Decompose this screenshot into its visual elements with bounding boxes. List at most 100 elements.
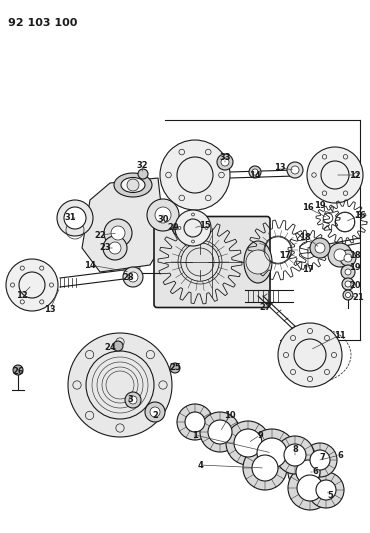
Circle shape xyxy=(205,227,208,229)
Circle shape xyxy=(184,219,202,237)
Circle shape xyxy=(234,429,262,457)
Circle shape xyxy=(321,161,349,189)
Circle shape xyxy=(249,166,261,178)
Text: 24: 24 xyxy=(104,343,116,352)
Text: 17: 17 xyxy=(302,265,314,274)
Circle shape xyxy=(310,238,330,258)
Circle shape xyxy=(113,341,123,351)
Circle shape xyxy=(179,149,185,155)
Circle shape xyxy=(221,158,229,166)
Circle shape xyxy=(175,210,211,246)
Circle shape xyxy=(276,436,314,474)
Circle shape xyxy=(208,420,232,444)
Circle shape xyxy=(50,283,54,287)
Circle shape xyxy=(291,166,299,174)
Circle shape xyxy=(116,338,124,346)
Text: 19: 19 xyxy=(314,200,326,209)
Circle shape xyxy=(288,466,332,510)
Circle shape xyxy=(127,179,139,191)
Circle shape xyxy=(146,411,155,419)
Circle shape xyxy=(160,140,230,210)
Circle shape xyxy=(354,173,358,177)
Circle shape xyxy=(178,227,181,229)
Circle shape xyxy=(20,266,24,270)
Circle shape xyxy=(332,352,337,358)
Text: 21: 21 xyxy=(352,294,364,303)
Text: 23: 23 xyxy=(99,244,111,253)
Circle shape xyxy=(252,169,258,175)
Text: 3: 3 xyxy=(127,395,133,405)
Circle shape xyxy=(19,272,45,298)
Text: 2: 2 xyxy=(152,410,158,419)
Text: 11: 11 xyxy=(334,330,346,340)
Circle shape xyxy=(257,438,287,468)
Circle shape xyxy=(340,250,356,266)
Text: 8: 8 xyxy=(292,446,298,455)
Text: 92 103 100: 92 103 100 xyxy=(8,18,77,28)
Circle shape xyxy=(290,335,296,341)
Circle shape xyxy=(294,339,326,371)
Circle shape xyxy=(85,350,94,359)
Circle shape xyxy=(20,300,24,304)
Ellipse shape xyxy=(114,173,152,197)
Circle shape xyxy=(166,172,171,178)
Text: 17: 17 xyxy=(279,251,291,260)
Circle shape xyxy=(125,392,141,408)
Circle shape xyxy=(312,173,316,177)
Circle shape xyxy=(287,162,303,178)
Circle shape xyxy=(64,207,86,229)
Text: 13: 13 xyxy=(274,164,286,173)
Circle shape xyxy=(147,199,179,231)
Text: 16: 16 xyxy=(354,211,366,220)
Circle shape xyxy=(297,475,323,501)
Text: 10: 10 xyxy=(224,410,236,419)
Circle shape xyxy=(303,443,337,477)
Circle shape xyxy=(343,191,348,196)
Text: 25: 25 xyxy=(169,364,181,373)
Circle shape xyxy=(307,147,363,203)
Ellipse shape xyxy=(244,241,272,283)
Text: 31: 31 xyxy=(64,214,76,222)
Circle shape xyxy=(322,155,327,159)
Text: 18: 18 xyxy=(349,251,361,260)
Polygon shape xyxy=(82,178,165,272)
Circle shape xyxy=(283,352,289,358)
Circle shape xyxy=(322,191,327,196)
Circle shape xyxy=(226,421,270,465)
Circle shape xyxy=(173,225,183,235)
Circle shape xyxy=(170,363,180,373)
Circle shape xyxy=(6,259,58,311)
Circle shape xyxy=(290,369,296,375)
Circle shape xyxy=(288,452,328,492)
Text: 19: 19 xyxy=(349,263,361,272)
Text: 6: 6 xyxy=(337,450,343,459)
Circle shape xyxy=(219,172,224,178)
Circle shape xyxy=(85,411,94,419)
Circle shape xyxy=(243,446,287,490)
Circle shape xyxy=(103,236,127,260)
Ellipse shape xyxy=(121,177,145,192)
Circle shape xyxy=(73,381,81,389)
Circle shape xyxy=(205,195,211,201)
Circle shape xyxy=(334,249,346,261)
Circle shape xyxy=(146,350,155,359)
Circle shape xyxy=(104,219,132,247)
Circle shape xyxy=(341,265,355,279)
Text: 5: 5 xyxy=(327,490,333,499)
Text: 1: 1 xyxy=(192,431,198,440)
Circle shape xyxy=(155,207,171,223)
Circle shape xyxy=(346,293,350,297)
Text: 29: 29 xyxy=(167,223,179,232)
Circle shape xyxy=(200,412,240,452)
Circle shape xyxy=(205,149,211,155)
Circle shape xyxy=(179,195,185,201)
Circle shape xyxy=(248,429,296,477)
Circle shape xyxy=(129,396,137,404)
Text: 30: 30 xyxy=(157,215,169,224)
Circle shape xyxy=(296,460,320,484)
Circle shape xyxy=(310,450,330,470)
Circle shape xyxy=(68,333,172,437)
Text: 13: 13 xyxy=(44,305,56,314)
Circle shape xyxy=(217,154,233,170)
Text: 12: 12 xyxy=(349,171,361,180)
